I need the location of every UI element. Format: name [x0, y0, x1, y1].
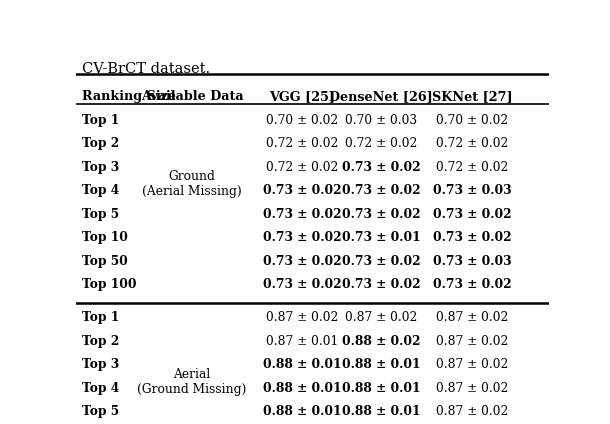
Text: 0.87 ± 0.02: 0.87 ± 0.02	[436, 358, 509, 371]
Text: 0.73 ± 0.02: 0.73 ± 0.02	[263, 254, 342, 268]
Text: 0.87 ± 0.02: 0.87 ± 0.02	[345, 311, 417, 324]
Text: 0.72 ± 0.02: 0.72 ± 0.02	[436, 137, 509, 150]
Text: 0.72 ± 0.02: 0.72 ± 0.02	[436, 161, 509, 173]
Text: 0.88 ± 0.01: 0.88 ± 0.01	[342, 358, 420, 371]
Text: 0.73 ± 0.02: 0.73 ± 0.02	[433, 231, 512, 244]
Text: Available Data: Available Data	[141, 90, 243, 103]
Text: Top 3: Top 3	[82, 161, 120, 173]
Text: Top 1: Top 1	[82, 114, 120, 127]
Text: Top 50: Top 50	[82, 254, 128, 268]
Text: 0.88 ± 0.02: 0.88 ± 0.02	[342, 335, 420, 348]
Text: Top 3: Top 3	[82, 358, 120, 371]
Text: Top 10: Top 10	[82, 231, 128, 244]
Text: Top 2: Top 2	[82, 335, 120, 348]
Text: Top 4: Top 4	[82, 184, 120, 197]
Text: Top 100: Top 100	[82, 278, 137, 291]
Text: VGG [25]: VGG [25]	[269, 90, 336, 103]
Text: 0.87 ± 0.02: 0.87 ± 0.02	[436, 335, 509, 348]
Text: 0.73 ± 0.03: 0.73 ± 0.03	[433, 184, 512, 197]
Text: 0.87 ± 0.02: 0.87 ± 0.02	[436, 382, 509, 395]
Text: 0.73 ± 0.02: 0.73 ± 0.02	[342, 184, 420, 197]
Text: 0.88 ± 0.01: 0.88 ± 0.01	[342, 405, 420, 418]
Text: 0.72 ± 0.02: 0.72 ± 0.02	[345, 137, 417, 150]
Text: 0.73 ± 0.02: 0.73 ± 0.02	[342, 208, 420, 220]
Text: CV-BrCT dataset.: CV-BrCT dataset.	[82, 62, 210, 76]
Text: 0.73 ± 0.02: 0.73 ± 0.02	[263, 231, 342, 244]
Text: Top 5: Top 5	[82, 208, 120, 220]
Text: 0.72 ± 0.02: 0.72 ± 0.02	[266, 161, 339, 173]
Text: 0.73 ± 0.02: 0.73 ± 0.02	[433, 278, 512, 291]
Text: Top 1: Top 1	[82, 311, 120, 324]
Text: 0.70 ± 0.02: 0.70 ± 0.02	[436, 114, 509, 127]
Text: 0.87 ± 0.02: 0.87 ± 0.02	[266, 311, 339, 324]
Text: 0.73 ± 0.02: 0.73 ± 0.02	[342, 278, 420, 291]
Text: 0.73 ± 0.02: 0.73 ± 0.02	[263, 208, 342, 220]
Text: Ground
(Aerial Missing): Ground (Aerial Missing)	[142, 170, 242, 198]
Text: 0.73 ± 0.02: 0.73 ± 0.02	[433, 208, 512, 220]
Text: Ranking Size: Ranking Size	[82, 90, 176, 103]
Text: 0.88 ± 0.01: 0.88 ± 0.01	[263, 358, 342, 371]
Text: 0.72 ± 0.02: 0.72 ± 0.02	[266, 137, 339, 150]
Text: 0.73 ± 0.02: 0.73 ± 0.02	[263, 278, 342, 291]
Text: 0.73 ± 0.01: 0.73 ± 0.01	[342, 231, 420, 244]
Text: DenseNet [26]: DenseNet [26]	[329, 90, 433, 103]
Text: 0.87 ± 0.01: 0.87 ± 0.01	[266, 335, 339, 348]
Text: 0.73 ± 0.02: 0.73 ± 0.02	[342, 254, 420, 268]
Text: 0.87 ± 0.02: 0.87 ± 0.02	[436, 405, 509, 418]
Text: 0.73 ± 0.02: 0.73 ± 0.02	[342, 161, 420, 173]
Text: Top 5: Top 5	[82, 405, 120, 418]
Text: 0.73 ± 0.02: 0.73 ± 0.02	[263, 184, 342, 197]
Text: 0.70 ± 0.02: 0.70 ± 0.02	[266, 114, 339, 127]
Text: 0.87 ± 0.02: 0.87 ± 0.02	[436, 311, 509, 324]
Text: 0.88 ± 0.01: 0.88 ± 0.01	[342, 382, 420, 395]
Text: Top 2: Top 2	[82, 137, 120, 150]
Text: SKNet [27]: SKNet [27]	[432, 90, 513, 103]
Text: Top 4: Top 4	[82, 382, 120, 395]
Text: 0.70 ± 0.03: 0.70 ± 0.03	[345, 114, 417, 127]
Text: 0.73 ± 0.03: 0.73 ± 0.03	[433, 254, 512, 268]
Text: Aerial
(Ground Missing): Aerial (Ground Missing)	[137, 368, 247, 396]
Text: 0.88 ± 0.01: 0.88 ± 0.01	[263, 405, 342, 418]
Text: 0.88 ± 0.01: 0.88 ± 0.01	[263, 382, 342, 395]
